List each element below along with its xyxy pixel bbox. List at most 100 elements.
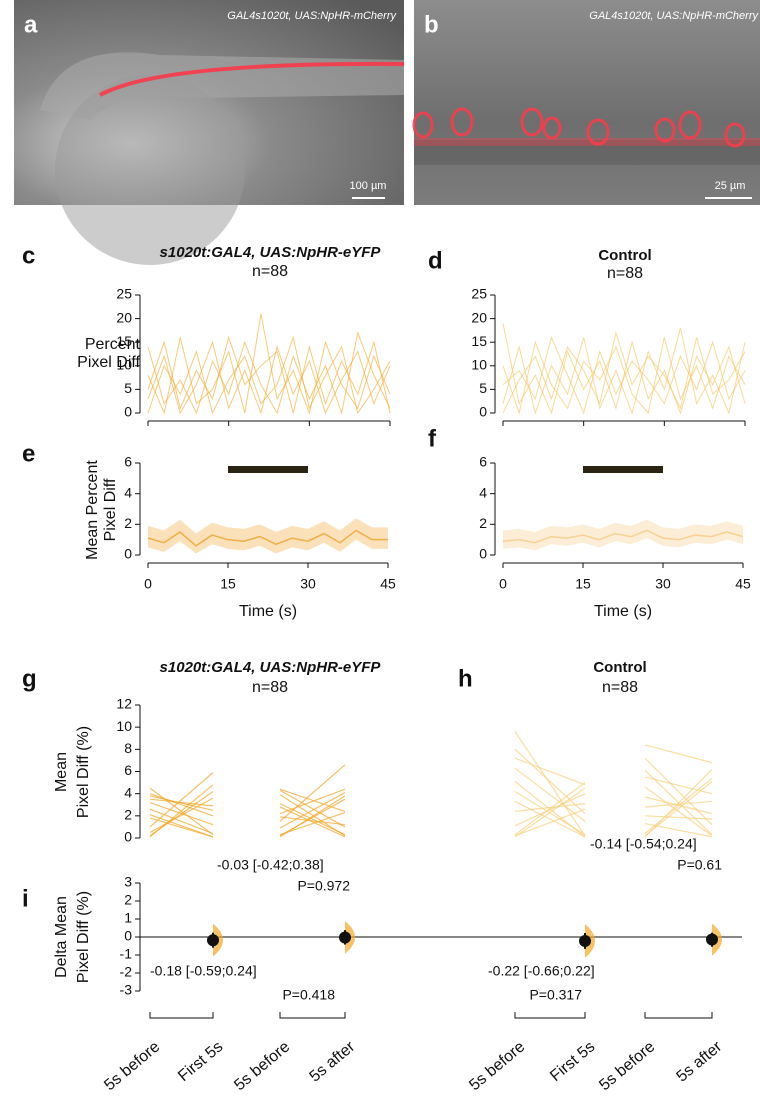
- y-tick-label: 0: [124, 829, 132, 845]
- y-tick-label: 1: [124, 910, 132, 926]
- y-tick-label: 0: [124, 928, 132, 944]
- paired-line: [514, 787, 586, 838]
- y-tick-label: 20: [471, 309, 487, 325]
- y-tick-label: -3: [120, 982, 133, 998]
- fluorescence: [414, 138, 760, 146]
- chart-title: Control: [598, 247, 651, 264]
- x-tick-label: 15: [575, 576, 591, 592]
- paired-line: [644, 744, 713, 764]
- panel-letter: g: [22, 665, 37, 692]
- y-tick-label: 10: [116, 357, 132, 373]
- y-tick-label: 3: [124, 874, 132, 890]
- chart-subtitle: n=88: [602, 679, 638, 696]
- y-tick-label: 2: [124, 892, 132, 908]
- chart-subtitle: n=88: [607, 265, 643, 282]
- x-tick-label: First 5s: [175, 1038, 226, 1085]
- x-tick-label: 30: [655, 576, 671, 592]
- effect-label: -0.18 [-0.59;0.24]: [150, 963, 257, 979]
- y-tick-label: 15: [471, 333, 487, 349]
- paired-line: [279, 792, 346, 829]
- x-tick-label: 5s before: [231, 1038, 293, 1094]
- x-tick-label: 0: [144, 576, 152, 592]
- pair-bracket: [644, 1012, 713, 1019]
- panel-letter: a: [24, 11, 38, 38]
- stimulus-bar: [583, 466, 663, 473]
- paired-line: [149, 784, 214, 838]
- pair-bracket: [149, 1012, 214, 1019]
- y-tick-label: 0: [479, 404, 487, 420]
- micrograph: [414, 0, 760, 205]
- p-label: P=0.317: [529, 987, 582, 1003]
- y-tick-label: 25: [116, 286, 132, 302]
- x-axis-label: Time (s): [239, 603, 297, 620]
- mean-dot: [579, 934, 591, 947]
- effect-label: -0.14 [-0.54;0.24]: [590, 836, 697, 852]
- trace: [502, 337, 746, 415]
- yolk: [55, 75, 245, 265]
- paired-line: [149, 793, 214, 817]
- caption: GAL4s1020t, UAS:NpHR-mCherry: [227, 10, 397, 22]
- chart-title: Control: [593, 659, 646, 676]
- chart-title: s1020t:GAL4, UAS:NpHR-eYFP: [160, 244, 382, 261]
- y-axis-label: Delta Mean: [53, 896, 70, 978]
- paired-line: [149, 801, 214, 826]
- x-tick-label: 15: [220, 576, 236, 592]
- paired-line: [279, 798, 346, 837]
- x-tick-label: 0: [499, 576, 507, 592]
- paired-line: [514, 767, 586, 822]
- paired-line: [644, 757, 713, 826]
- x-axis-label: Time (s): [594, 603, 652, 620]
- panel-letter: e: [22, 440, 35, 467]
- band: [414, 140, 760, 165]
- paired-line: [279, 806, 346, 838]
- mean-dot: [706, 933, 718, 946]
- y-tick-label: 5: [124, 380, 132, 396]
- mean-dot: [339, 931, 351, 944]
- y-axis-label: Mean Percent: [84, 460, 101, 560]
- trace: [147, 330, 391, 415]
- panel-letter: b: [424, 11, 439, 38]
- y-tick-label: 2: [479, 515, 487, 531]
- x-tick-label: 45: [380, 576, 396, 592]
- paired-line: [279, 788, 346, 815]
- y-axis-label: Mean: [53, 752, 70, 792]
- y-axis-label: Pixel Diff (%): [75, 891, 92, 983]
- x-tick-label: 5s before: [466, 1038, 528, 1094]
- y-tick-label: 8: [124, 740, 132, 756]
- image-b: b GAL4s1020t, UAS:NpHR-mCherry 25 µm: [412, 0, 760, 205]
- y-tick-label: 12: [116, 696, 132, 712]
- panel-letter: f: [428, 425, 437, 452]
- scale-label: 100 µm: [350, 180, 387, 192]
- y-tick-label: 15: [116, 333, 132, 349]
- cells: [412, 107, 746, 148]
- y-tick-label: 0: [479, 546, 487, 562]
- panel-letter: i: [22, 885, 29, 912]
- x-tick-label: 30: [300, 576, 316, 592]
- y-tick-label: 2: [124, 515, 132, 531]
- x-tick-label: First 5s: [547, 1038, 598, 1085]
- trace: [147, 335, 391, 414]
- y-tick-label: 25: [471, 286, 487, 302]
- y-tick-label: 2: [124, 807, 132, 823]
- y-tick-label: 0: [124, 546, 132, 562]
- paired-line: [644, 768, 713, 838]
- y-tick-label: 6: [124, 762, 132, 778]
- y-tick-label: 4: [124, 484, 132, 500]
- x-tick-label: 5s before: [596, 1038, 658, 1094]
- paired-line: [279, 816, 346, 826]
- pair-bracket: [514, 1012, 586, 1019]
- trace: [502, 323, 746, 415]
- fluorescence: [99, 61, 405, 97]
- paired-line: [644, 786, 713, 837]
- y-tick-label: 0: [124, 404, 132, 420]
- image-a: a GAL4s1020t, UAS:NpHR-mCherry 100 µm: [14, 0, 405, 265]
- y-axis-label: Pixel Diff: [102, 478, 119, 541]
- y-tick-label: 5: [479, 380, 487, 396]
- x-tick-label: 45: [735, 576, 751, 592]
- y-axis-label: Pixel Diff (%): [75, 726, 92, 818]
- chart-title: s1020t:GAL4, UAS:NpHR-eYFP: [160, 659, 382, 676]
- trace: [502, 529, 744, 544]
- panel-letter: h: [458, 665, 473, 692]
- x-tick-label: 5s before: [101, 1038, 163, 1094]
